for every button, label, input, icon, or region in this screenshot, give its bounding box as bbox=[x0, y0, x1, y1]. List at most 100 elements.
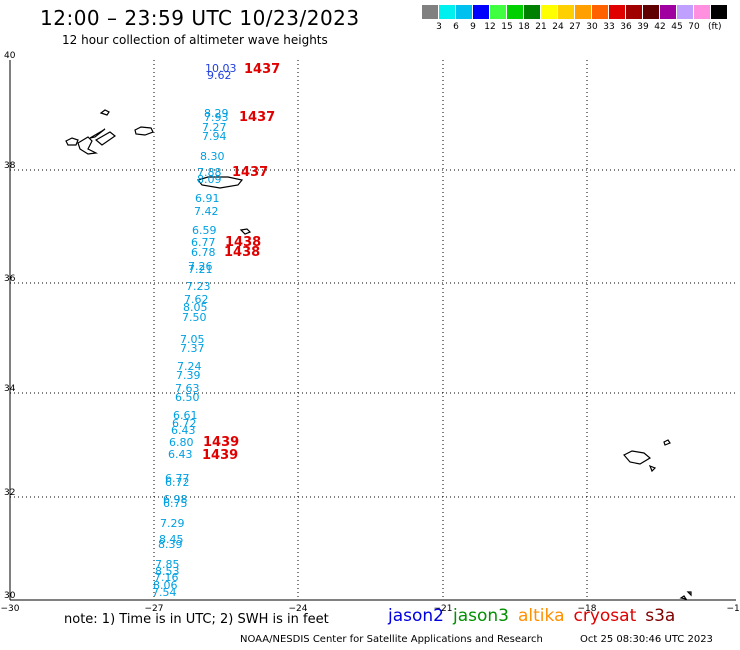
legend-item-cryosat: cryosat bbox=[573, 606, 637, 626]
colorbar-label: 33 bbox=[603, 22, 615, 32]
colorbar-swatch bbox=[524, 5, 541, 19]
wave-height-value: 7.88 bbox=[197, 166, 222, 179]
satellite-legend: jason2 jason3 altika cryosat s3a bbox=[388, 606, 684, 626]
wave-height-value: 7.27 bbox=[202, 121, 227, 134]
lon-tick-label: −15 bbox=[727, 604, 740, 614]
wave-height-value: 7.23 bbox=[186, 280, 211, 293]
lat-tick-label: 34 bbox=[4, 384, 16, 394]
colorbar-label: 30 bbox=[586, 22, 598, 32]
map-subtitle: 12 hour collection of altimeter wave hei… bbox=[62, 33, 328, 47]
wave-height-value: 8.06 bbox=[153, 579, 178, 592]
wave-height-value: 7.37 bbox=[180, 342, 205, 355]
footer-date: Oct 25 08:30:46 UTC 2023 bbox=[580, 634, 713, 645]
wave-height-value: 7.62 bbox=[184, 293, 209, 306]
wave-height-value: 6.98 bbox=[163, 493, 188, 506]
lat-tick-label: 32 bbox=[4, 488, 15, 498]
colorbar-swatch bbox=[677, 5, 694, 19]
wave-height-value: 8.39 bbox=[158, 538, 183, 551]
colorbar-swatch bbox=[422, 5, 439, 19]
legend-item-jason2: jason2 bbox=[388, 606, 444, 626]
wave-height-value: 6.91 bbox=[195, 192, 220, 205]
lat-tick-label: 40 bbox=[4, 51, 16, 61]
wave-height-value: 6.61 bbox=[173, 409, 198, 422]
colorbar-label: 36 bbox=[620, 22, 632, 32]
wave-height-value: 8.45 bbox=[159, 533, 184, 546]
wave-height-value: 9.62 bbox=[207, 69, 232, 82]
wave-height-value: 6.43 bbox=[171, 424, 196, 437]
wave-height-value: 8.30 bbox=[200, 150, 225, 163]
lat-tick-label: 38 bbox=[4, 161, 16, 171]
colorbar-swatch bbox=[626, 5, 643, 19]
lon-tick-label: −30 bbox=[1, 604, 20, 614]
wave-height-value: 7.05 bbox=[180, 333, 205, 346]
wave-height-value: 6.80 bbox=[169, 436, 194, 449]
colorbar-swatch bbox=[575, 5, 592, 19]
colorbar-label: 6 bbox=[453, 22, 459, 32]
colorbar-label: 24 bbox=[552, 22, 564, 32]
wave-height-value: 7.85 bbox=[155, 558, 180, 571]
wave-height-value: 6.43 bbox=[168, 448, 193, 461]
wave-height-value: 7.42 bbox=[194, 205, 219, 218]
note-text: note: 1) Time is in UTC; 2) SWH is in fe… bbox=[64, 612, 329, 627]
colorbar-swatch bbox=[694, 5, 711, 19]
wave-height-value: 7.94 bbox=[202, 130, 227, 143]
wave-height-value: 7.39 bbox=[176, 369, 201, 382]
footer-credit: NOAA/NESDIS Center for Satellite Applica… bbox=[240, 634, 543, 645]
colorbar-label: 18 bbox=[518, 22, 530, 32]
colorbar-label: 27 bbox=[569, 22, 581, 32]
lon-tick-label: −21 bbox=[434, 604, 453, 614]
wave-height-value: 7.50 bbox=[182, 311, 207, 324]
pass-time-label: 1437 bbox=[232, 165, 268, 180]
colorbar-label: 39 bbox=[637, 22, 649, 32]
pass-time-label: 1437 bbox=[244, 62, 280, 77]
wave-height-value: 7.29 bbox=[160, 517, 185, 530]
wave-height-value: 7.26 bbox=[188, 260, 213, 273]
colorbar-label: 12 bbox=[484, 22, 496, 32]
colorbar-swatch bbox=[456, 5, 473, 19]
wave-height-value: 6.72 bbox=[172, 417, 197, 430]
pass-time-label: 1439 bbox=[202, 448, 238, 463]
wave-height-value: 8.09 bbox=[197, 173, 222, 186]
colorbar-label: 21 bbox=[535, 22, 547, 32]
wave-height-value: 7.63 bbox=[175, 382, 200, 395]
colorbar-swatch bbox=[541, 5, 558, 19]
map-title: 12:00 – 23:59 UTC 10/23/2023 bbox=[40, 6, 360, 30]
graticule bbox=[10, 60, 736, 600]
wave-height-value: 6.50 bbox=[175, 391, 200, 404]
wave-height-value: 7.16 bbox=[154, 571, 179, 584]
colorbar-swatch bbox=[490, 5, 507, 19]
wave-height-value: 7.93 bbox=[204, 111, 229, 124]
colorbar-label: 9 bbox=[470, 22, 476, 32]
axis-tick-labels: 40 38 36 34 32 30 −30 −27 −24 −21 −18 −15 bbox=[1, 51, 740, 614]
wave-height-value: 6.59 bbox=[192, 224, 217, 237]
colorbar-label: 3 bbox=[436, 22, 442, 32]
legend-item-altika: altika bbox=[518, 606, 565, 626]
colorbar-swatch bbox=[592, 5, 609, 19]
wave-height-value: 8.05 bbox=[183, 301, 208, 314]
wave-height-value: 8.53 bbox=[155, 565, 180, 578]
wave-height-value: 8.29 bbox=[204, 107, 229, 120]
colorbar-label: 45 bbox=[671, 22, 683, 32]
map-frame bbox=[9, 60, 736, 601]
colorbar-swatch bbox=[660, 5, 677, 19]
colorbar-swatch bbox=[507, 5, 524, 19]
lat-tick-label: 30 bbox=[4, 591, 16, 601]
madeira-islands bbox=[623, 439, 671, 473]
colorbar-label: 42 bbox=[654, 22, 666, 32]
colorbar-label: 70 bbox=[688, 22, 700, 32]
wave-height-value: 7.21 bbox=[188, 263, 213, 276]
wave-height-values: 10.039.62 8.297.937.277.94 8.30 7.888.09 6.9… bbox=[152, 62, 237, 599]
colorbar-swatch bbox=[609, 5, 626, 19]
pass-time-label: 1438 bbox=[224, 245, 260, 260]
wave-height-value: 6.77 bbox=[165, 472, 190, 485]
colorbar-swatch bbox=[643, 5, 660, 19]
colorbar-label: 15 bbox=[501, 22, 513, 32]
pass-time-label: 1437 bbox=[239, 110, 275, 125]
canary-islands bbox=[679, 591, 692, 600]
lon-tick-label: −24 bbox=[289, 604, 308, 614]
wave-height-value: 7.54 bbox=[152, 586, 177, 599]
wave-height-value: 6.77 bbox=[191, 236, 216, 249]
colorbar-swatch bbox=[711, 5, 728, 19]
